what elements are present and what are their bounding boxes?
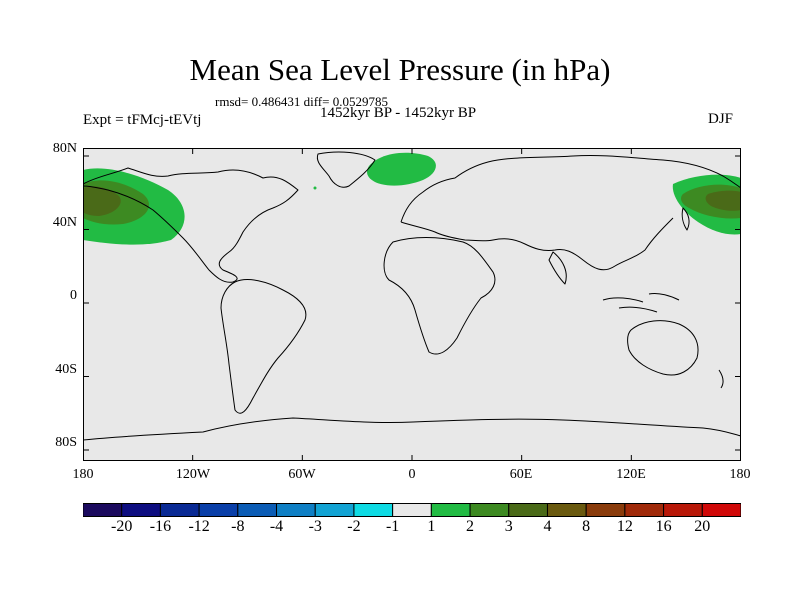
y-tick-label: 0 — [70, 288, 77, 303]
colorbar-label: -3 — [308, 518, 322, 535]
colorbar-swatch — [663, 503, 703, 517]
x-tick-label: 60W — [288, 467, 316, 482]
colorbar-swatch — [546, 503, 587, 517]
map-background — [83, 148, 741, 461]
axis-ticks — [83, 148, 741, 461]
experiment-label: Expt = tFMcj-tEVtj — [83, 112, 202, 128]
colorbar-label: -16 — [149, 518, 172, 535]
y-tick-label: 40N — [52, 215, 77, 230]
colorbar-label: 4 — [543, 518, 552, 535]
plot-title: Mean Sea Level Pressure (in hPa) — [189, 52, 611, 87]
anomaly-region-west-pacific-max — [705, 190, 741, 211]
colorbar-swatch — [276, 503, 316, 517]
eurasia-coast — [400, 154, 741, 271]
colorbar-swatch — [624, 503, 665, 517]
colorbar-label: -12 — [188, 518, 210, 535]
colorbar-label: -1 — [385, 518, 400, 535]
anomaly-region-north-pacific-max — [83, 186, 121, 216]
colorbar-swatch — [585, 503, 626, 517]
colorbar-label: 3 — [504, 518, 513, 535]
japan-coast — [681, 207, 690, 231]
africa-coast — [383, 237, 496, 355]
colorbar-swatch — [353, 503, 394, 517]
season-label: DJF — [708, 111, 734, 127]
colorbar-label: 1 — [427, 518, 436, 535]
world-map — [83, 148, 741, 461]
south-america-coast — [220, 279, 307, 414]
coastlines — [83, 151, 741, 441]
indonesia-coast — [602, 293, 680, 313]
time-period: 1452kyr BP - 1452kyr BP — [320, 105, 477, 121]
colorbar-swatch — [159, 503, 200, 517]
australia-coast — [627, 320, 699, 376]
colorbar-swatch — [121, 503, 161, 517]
colorbar-swatch — [237, 503, 278, 517]
colorbar-swatch — [198, 503, 239, 517]
x-tick-label: 120W — [175, 467, 211, 482]
colorbar-label: -8 — [231, 518, 245, 535]
colorbar-label: -4 — [269, 518, 284, 535]
colorbar-label: -20 — [111, 518, 133, 535]
colorbar-swatch — [469, 503, 510, 517]
x-tick-label: 60E — [509, 467, 533, 482]
colorbar-swatch — [392, 503, 432, 517]
colorbar — [83, 503, 741, 517]
colorbar-swatch — [83, 503, 123, 517]
x-tick-label: 180 — [72, 467, 94, 482]
colorbar-swatch — [508, 503, 548, 517]
india-coast — [548, 251, 567, 285]
anomaly-shading — [83, 152, 741, 245]
colorbar-label: 20 — [694, 518, 711, 535]
colorbar-swatch — [430, 503, 471, 517]
y-tick-label: 40S — [55, 362, 77, 377]
colorbar-label: 2 — [466, 518, 475, 535]
colorbar-swatch — [701, 503, 741, 517]
greenland-coast — [316, 151, 376, 188]
anomaly-region-nordic-seas — [367, 152, 436, 186]
colorbar-swatch — [314, 503, 355, 517]
colorbar-label: 12 — [616, 518, 633, 535]
anomaly-region-atlantic-dot — [313, 186, 317, 190]
new-zealand-coast — [718, 369, 724, 389]
antarctica-coast — [83, 417, 741, 441]
x-tick-label: 120E — [616, 467, 646, 482]
colorbar-label: -2 — [347, 518, 361, 535]
rmsd-diff-stats: rmsd= 0.486431 diff= 0.0529785 — [215, 94, 388, 109]
x-tick-label: 0 — [408, 467, 416, 482]
north-america-coast — [83, 167, 299, 283]
colorbar-label: 16 — [655, 518, 672, 535]
y-tick-label: 80S — [55, 435, 77, 450]
colorbar-label: 8 — [582, 518, 591, 535]
y-tick-label: 80N — [52, 141, 77, 156]
x-tick-label: 180 — [729, 467, 751, 482]
